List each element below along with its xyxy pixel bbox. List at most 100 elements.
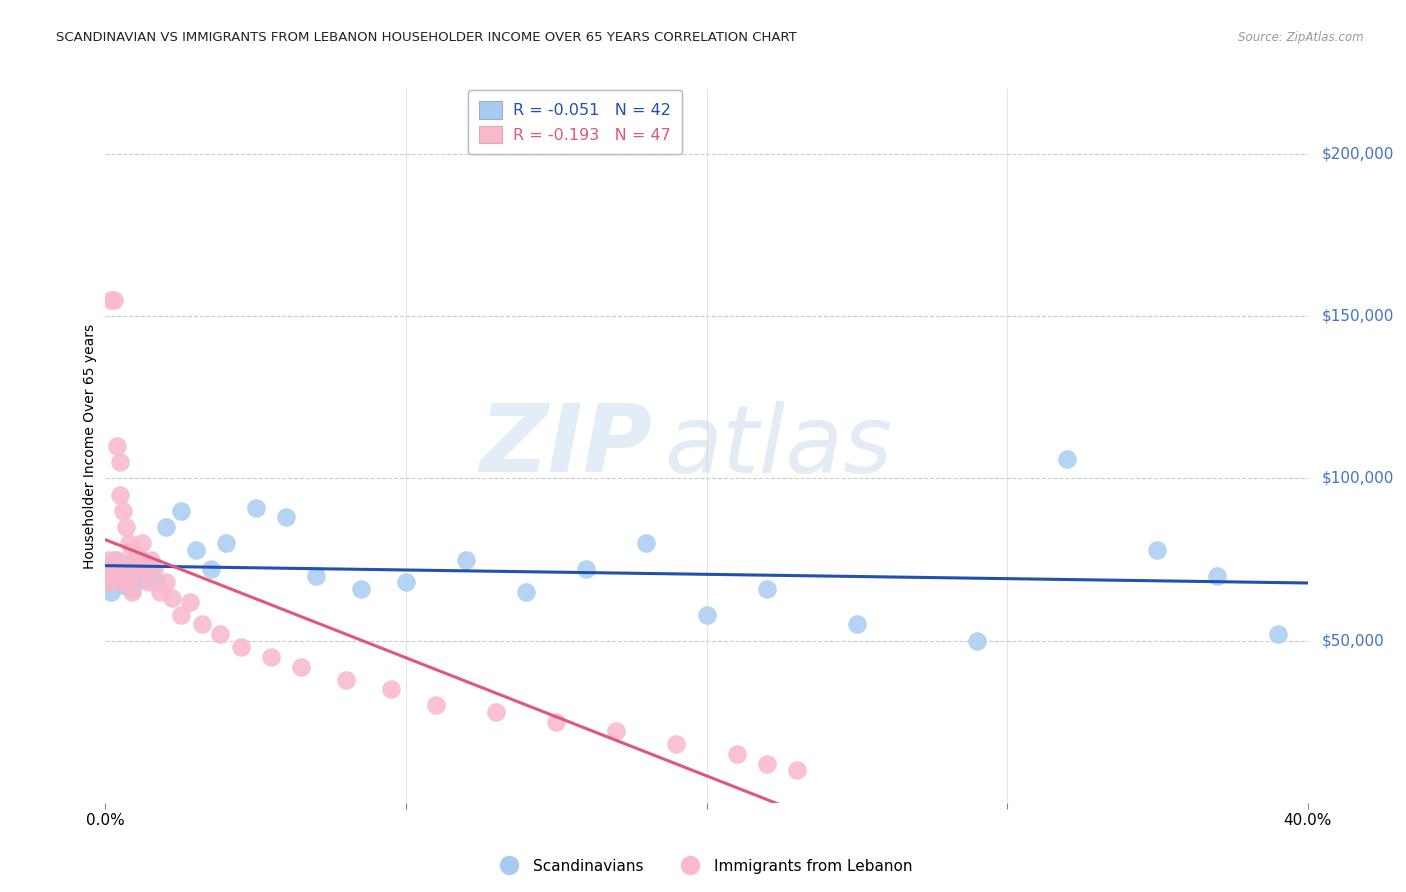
Point [200, 562, 222, 576]
Point [121, 582, 143, 596]
Point [112, 578, 135, 592]
Y-axis label: Householder Income Over 65 years: Householder Income Over 65 years [83, 324, 97, 568]
Point [665, 738, 688, 752]
Point [575, 562, 598, 576]
Point [112, 562, 135, 576]
Point [115, 520, 138, 534]
Point [274, 510, 297, 524]
Point [245, 500, 267, 515]
Point [103, 562, 125, 576]
Point [107, 559, 129, 574]
Point [160, 591, 183, 606]
Point [107, 572, 129, 586]
Point [134, 572, 156, 586]
Point [148, 585, 170, 599]
Point [131, 552, 153, 566]
Point [454, 552, 477, 566]
Point [100, 585, 122, 599]
Point [214, 536, 236, 550]
Point [107, 552, 129, 566]
Point [97, 575, 120, 590]
Point [115, 568, 138, 582]
Text: SCANDINAVIAN VS IMMIGRANTS FROM LEBANON HOUSEHOLDER INCOME OVER 65 YEARS CORRELA: SCANDINAVIAN VS IMMIGRANTS FROM LEBANON … [56, 31, 797, 45]
Point [1206, 568, 1229, 582]
Point [136, 575, 159, 590]
Point [605, 724, 627, 739]
Point [755, 582, 778, 596]
Point [128, 568, 150, 582]
Point [142, 562, 165, 576]
Point [725, 747, 748, 761]
Point [134, 562, 156, 576]
Point [395, 575, 418, 590]
Point [110, 455, 132, 469]
Point [636, 536, 658, 550]
Point [145, 575, 167, 590]
Point [121, 585, 143, 599]
Point [118, 562, 141, 576]
Point [425, 698, 447, 713]
Point [1056, 452, 1078, 467]
Point [755, 756, 778, 771]
Point [485, 705, 508, 719]
Point [103, 293, 125, 307]
Point [110, 488, 132, 502]
Text: $150,000: $150,000 [1322, 309, 1393, 324]
Text: Source: ZipAtlas.com: Source: ZipAtlas.com [1239, 31, 1364, 45]
Point [290, 659, 312, 673]
Point [110, 566, 132, 580]
Point [155, 575, 177, 590]
Text: atlas: atlas [665, 401, 893, 491]
Point [1267, 627, 1289, 641]
Point [966, 633, 988, 648]
Point [546, 714, 568, 729]
Point [179, 595, 201, 609]
Point [515, 585, 537, 599]
Point [1146, 542, 1168, 557]
Point [350, 582, 373, 596]
Point [103, 568, 125, 582]
Point [260, 649, 283, 664]
Point [97, 552, 120, 566]
Point [118, 575, 141, 590]
Point [100, 562, 122, 576]
Point [118, 536, 141, 550]
Point [845, 617, 868, 632]
Text: $200,000: $200,000 [1322, 146, 1393, 161]
Point [786, 764, 808, 778]
Point [696, 607, 718, 622]
Point [121, 542, 143, 557]
Point [139, 562, 162, 576]
Point [190, 617, 212, 632]
Legend: R = -0.051   N = 42, R = -0.193   N = 47: R = -0.051 N = 42, R = -0.193 N = 47 [468, 90, 682, 154]
Point [335, 673, 357, 687]
Text: $100,000: $100,000 [1322, 471, 1393, 486]
Point [112, 504, 135, 518]
Point [380, 682, 402, 697]
Point [208, 627, 231, 641]
Point [124, 549, 146, 564]
Point [184, 542, 207, 557]
Point [229, 640, 252, 654]
Point [110, 575, 132, 590]
Point [124, 559, 146, 574]
Point [155, 520, 177, 534]
Point [131, 536, 153, 550]
Point [115, 568, 138, 582]
Point [128, 552, 150, 566]
Point [103, 552, 125, 566]
Point [139, 552, 162, 566]
Point [124, 562, 146, 576]
Legend: Scandinavians, Immigrants from Lebanon: Scandinavians, Immigrants from Lebanon [488, 853, 918, 880]
Text: $50,000: $50,000 [1322, 633, 1385, 648]
Point [305, 568, 328, 582]
Point [169, 607, 191, 622]
Point [110, 575, 132, 590]
Point [112, 556, 135, 570]
Point [100, 293, 122, 307]
Point [97, 575, 120, 590]
Point [169, 504, 191, 518]
Text: ZIP: ZIP [479, 400, 652, 492]
Point [107, 439, 129, 453]
Point [100, 568, 122, 582]
